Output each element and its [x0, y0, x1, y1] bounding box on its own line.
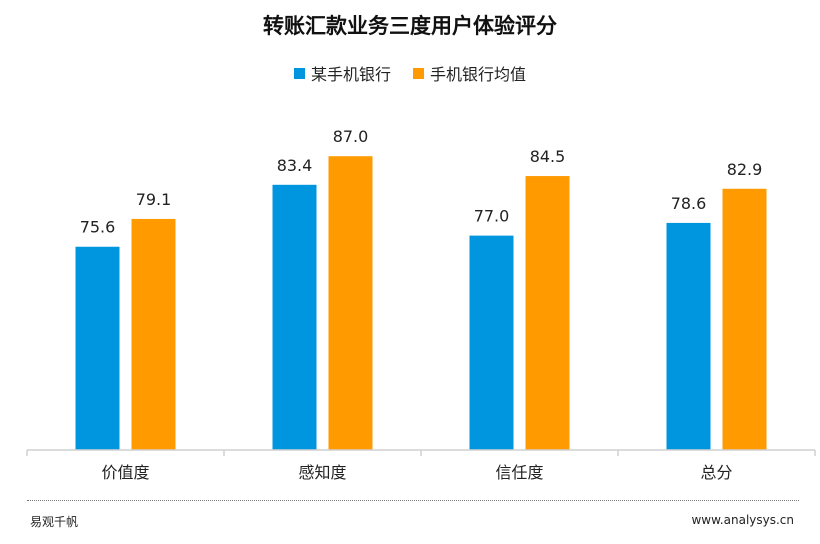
bar — [666, 222, 711, 450]
legend-item: 某手机银行 — [293, 61, 391, 85]
x-tick-label: 总分 — [700, 463, 732, 482]
legend-label: 某手机银行 — [310, 65, 391, 84]
data-label: 82.9 — [727, 160, 763, 179]
bar — [469, 235, 514, 450]
footer-divider — [27, 500, 799, 501]
x-tick-label: 信任度 — [495, 463, 543, 482]
x-tick-label: 价值度 — [101, 463, 149, 482]
legend-label: 手机银行均值 — [430, 65, 527, 84]
source-brand: 易观千帆 — [30, 515, 79, 529]
bar — [525, 176, 570, 450]
data-label: 87.0 — [333, 127, 369, 146]
x-tick-label: 感知度 — [298, 463, 346, 482]
legend-swatch — [413, 67, 424, 79]
bar — [722, 188, 767, 451]
legend: 某手机银行 手机银行均值 — [0, 61, 820, 85]
data-label: 78.6 — [671, 194, 707, 213]
bar — [328, 156, 373, 450]
legend-swatch — [293, 67, 305, 79]
data-label: 75.6 — [80, 218, 116, 237]
data-label: 84.5 — [530, 147, 566, 166]
data-label: 79.1 — [136, 190, 172, 209]
source-url: www.analysys.cn — [691, 513, 794, 527]
chart-title: 转账汇款业务三度用户体验评分 — [263, 14, 557, 38]
bar — [75, 246, 120, 450]
bar — [131, 218, 176, 450]
legend-item: 手机银行均值 — [413, 61, 526, 85]
bar — [272, 184, 317, 450]
data-label: 77.0 — [474, 207, 510, 226]
data-label: 83.4 — [277, 156, 313, 175]
